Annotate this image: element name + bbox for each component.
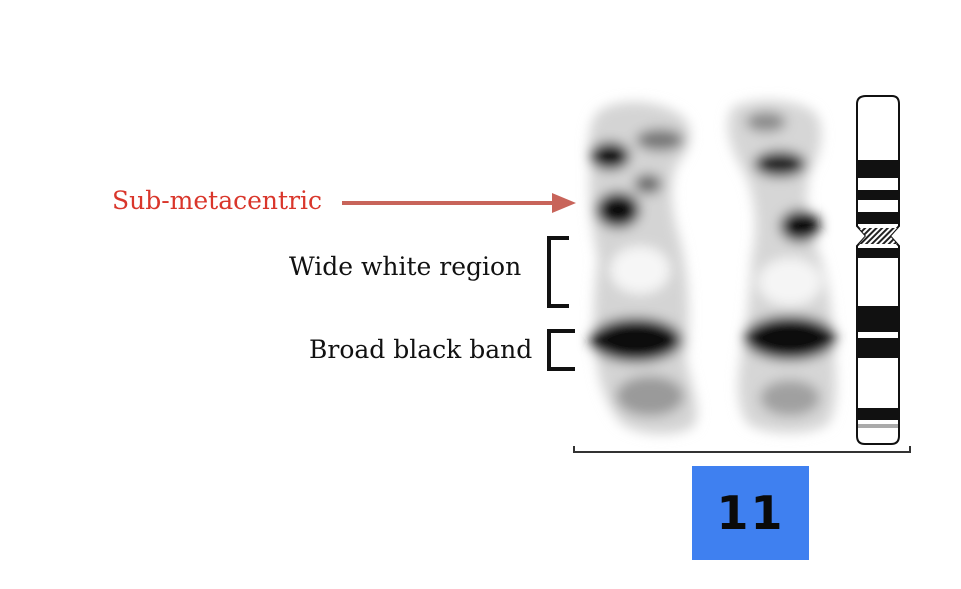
ideogram-band <box>858 190 898 200</box>
left-chromosome <box>588 101 697 435</box>
submetacentric-arrow <box>342 193 576 213</box>
broad-black-band-label: Broad black band <box>309 335 533 364</box>
ideogram-band <box>858 408 898 420</box>
centromere-hatch <box>859 228 897 244</box>
chromosome-11-ideogram <box>856 95 900 445</box>
broad-black-band-bracket <box>547 329 575 371</box>
ideogram-band <box>858 424 898 428</box>
ideogram-band <box>858 306 898 332</box>
chromosome-number-box <box>692 466 809 560</box>
chromosome-number-label-container: 11 <box>692 466 809 560</box>
ideogram-band <box>858 160 898 178</box>
ideogram-band <box>858 338 898 358</box>
submetacentric-label: Sub-metacentric <box>112 186 323 215</box>
ideogram-band <box>858 212 898 224</box>
pair-baseline <box>573 446 911 453</box>
wide-white-region-label: Wide white region <box>289 252 522 281</box>
chromosome-number: 11 <box>716 486 785 540</box>
ideogram-band <box>858 248 898 258</box>
wide-white-region-bracket <box>547 236 569 308</box>
right-chromosome <box>727 100 837 434</box>
